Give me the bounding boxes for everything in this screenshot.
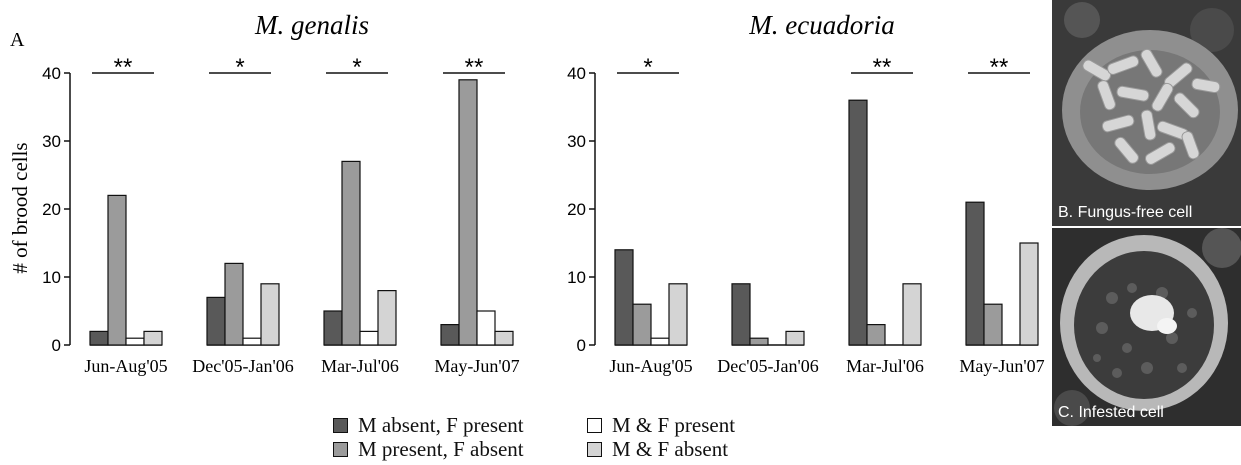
chart-title: M. ecuadoria — [748, 10, 894, 40]
y-tick-label: 0 — [577, 336, 586, 355]
legend-swatch — [333, 442, 348, 457]
bar — [731, 283, 751, 346]
bar — [476, 310, 496, 346]
x-tick-label: Mar-Jul'06 — [846, 356, 924, 376]
x-tick-label: Jun-Aug'05 — [84, 356, 167, 376]
bar — [440, 324, 460, 346]
bar — [206, 296, 226, 346]
y-tick-label: 30 — [567, 132, 586, 151]
x-tick-label: Dec'05-Jan'06 — [192, 356, 293, 376]
x-tick-label: Jun-Aug'05 — [609, 356, 692, 376]
y-tick-label: 0 — [52, 336, 61, 355]
significance-marker: ** — [873, 54, 892, 81]
significance-marker: * — [352, 54, 361, 81]
bar — [242, 337, 262, 346]
bar — [785, 330, 805, 346]
panel-label: A — [10, 29, 25, 51]
photo-infested-cell: C. Infested cell — [1052, 228, 1241, 426]
legend-swatch — [333, 418, 348, 433]
bar — [377, 290, 397, 346]
y-tick-label: 10 — [42, 268, 61, 287]
bar — [668, 283, 688, 346]
infested-brood-cell-photo — [1052, 228, 1241, 426]
x-tick-label: May-Jun'07 — [434, 356, 519, 376]
bar — [902, 283, 922, 346]
bar — [458, 79, 478, 346]
y-tick-label: 40 — [42, 64, 61, 83]
significance-marker: ** — [465, 54, 484, 81]
significance-marker: * — [235, 54, 244, 81]
legend-swatch — [587, 442, 602, 457]
legend-label: M & F present — [612, 413, 736, 437]
bar — [749, 337, 769, 346]
bar — [1019, 242, 1039, 346]
bar — [107, 194, 127, 346]
x-tick-label: Dec'05-Jan'06 — [717, 356, 818, 376]
significance-marker: * — [643, 54, 652, 81]
y-tick-label: 40 — [567, 64, 586, 83]
figure-charts: A # of brood cells M. genalis 0 10 20 30 40 Ju… — [8, 10, 1045, 376]
significance-marker: ** — [990, 54, 1009, 81]
chart-m-ecuadoria: M. ecuadoria 0 10 20 30 40 Jun-Aug'05 * Dec'05-J… — [567, 10, 1045, 376]
bar — [632, 303, 652, 346]
bar — [494, 330, 514, 346]
bar — [983, 303, 1003, 346]
legend-item: M & F present — [587, 413, 735, 438]
y-tick-label: 20 — [42, 200, 61, 219]
legend-label: M & F absent — [612, 437, 729, 461]
photo-c-caption: C. Infested cell — [1058, 404, 1164, 421]
legend-swatch — [587, 418, 602, 433]
bar — [341, 160, 361, 346]
photo-b-caption: B. Fungus-free cell — [1058, 204, 1193, 221]
bar — [323, 310, 343, 346]
x-tick-label: Mar-Jul'06 — [321, 356, 399, 376]
legend-label: M present, F absent — [358, 437, 524, 461]
bar — [89, 330, 109, 346]
bar — [125, 337, 145, 346]
y-tick-label: 10 — [567, 268, 586, 287]
x-tick-label: May-Jun'07 — [959, 356, 1044, 376]
legend-label: M absent, F present — [358, 413, 524, 437]
legend-item: M absent, F present — [333, 413, 524, 438]
chart-title: M. genalis — [254, 10, 369, 40]
bar — [965, 201, 985, 346]
bar — [359, 330, 379, 346]
y-tick-label: 20 — [567, 200, 586, 219]
bar — [260, 283, 280, 346]
legend-item: M present, F absent — [333, 437, 524, 462]
legend-item: M & F absent — [587, 437, 728, 462]
bar — [224, 262, 244, 346]
bar — [650, 337, 670, 346]
bar — [143, 330, 163, 346]
brood-cell-larvae-photo — [1052, 0, 1241, 226]
bar — [866, 324, 886, 346]
significance-marker: ** — [114, 54, 133, 81]
photo-fungus-free-cell: B. Fungus-free cell — [1052, 0, 1241, 226]
y-axis-label: # of brood cells — [8, 142, 32, 273]
y-tick-label: 30 — [42, 132, 61, 151]
bar — [848, 99, 868, 346]
bar — [614, 249, 634, 346]
chart-m-genalis: M. genalis010203040Jun-Aug'05**Dec'05-Ja… — [42, 10, 520, 376]
